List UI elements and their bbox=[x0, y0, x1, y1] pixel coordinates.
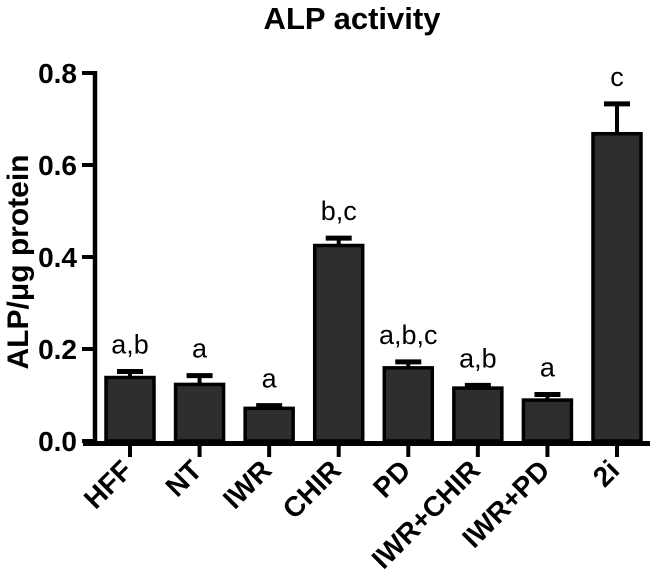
bar-pd bbox=[382, 366, 435, 443]
significance-label: a,b bbox=[111, 330, 149, 360]
bar-iwr bbox=[243, 406, 295, 443]
significance-label: a bbox=[192, 334, 208, 364]
x-label-iwr: IWR bbox=[217, 454, 277, 514]
y-axis-label: ALP/μg protein bbox=[2, 154, 35, 369]
bar-nt bbox=[173, 382, 226, 443]
bar-2i bbox=[591, 131, 643, 443]
y-tick-labels-group: 0.0 0.2 0.4 0.6 0.8 bbox=[38, 58, 77, 457]
x-label-pd: PD bbox=[367, 454, 416, 503]
x-label-chir: CHIR bbox=[277, 454, 347, 524]
x-ticks-group bbox=[128, 444, 619, 457]
bar-iwr+chir bbox=[452, 386, 504, 443]
significance-label: a bbox=[262, 364, 278, 394]
bar-hff bbox=[104, 375, 156, 443]
axes-group bbox=[82, 71, 650, 446]
x-label-nt: NT bbox=[159, 454, 207, 502]
significance-label: b,c bbox=[321, 196, 357, 226]
significance-label: a,b bbox=[459, 343, 497, 373]
bar-chir bbox=[312, 243, 365, 443]
chart-title: ALP activity bbox=[263, 1, 441, 36]
y-tick-label: 0.8 bbox=[38, 58, 77, 89]
x-label-hff: HFF bbox=[78, 454, 138, 514]
y-tick-label: 0.6 bbox=[38, 150, 77, 181]
annotations-group: a,b a a b,c a,b,c a,b a c bbox=[111, 62, 624, 394]
significance-label: a bbox=[540, 353, 556, 383]
significance-label: a,b,c bbox=[379, 320, 438, 350]
x-label-2i: 2i bbox=[587, 454, 625, 492]
bars-group bbox=[104, 131, 643, 443]
y-tick-label: 0.2 bbox=[38, 334, 77, 365]
y-tick-label: 0.0 bbox=[38, 426, 77, 457]
bar-iwr+pd bbox=[521, 398, 574, 443]
significance-label: c bbox=[610, 62, 624, 92]
y-tick-label: 0.4 bbox=[38, 242, 77, 273]
